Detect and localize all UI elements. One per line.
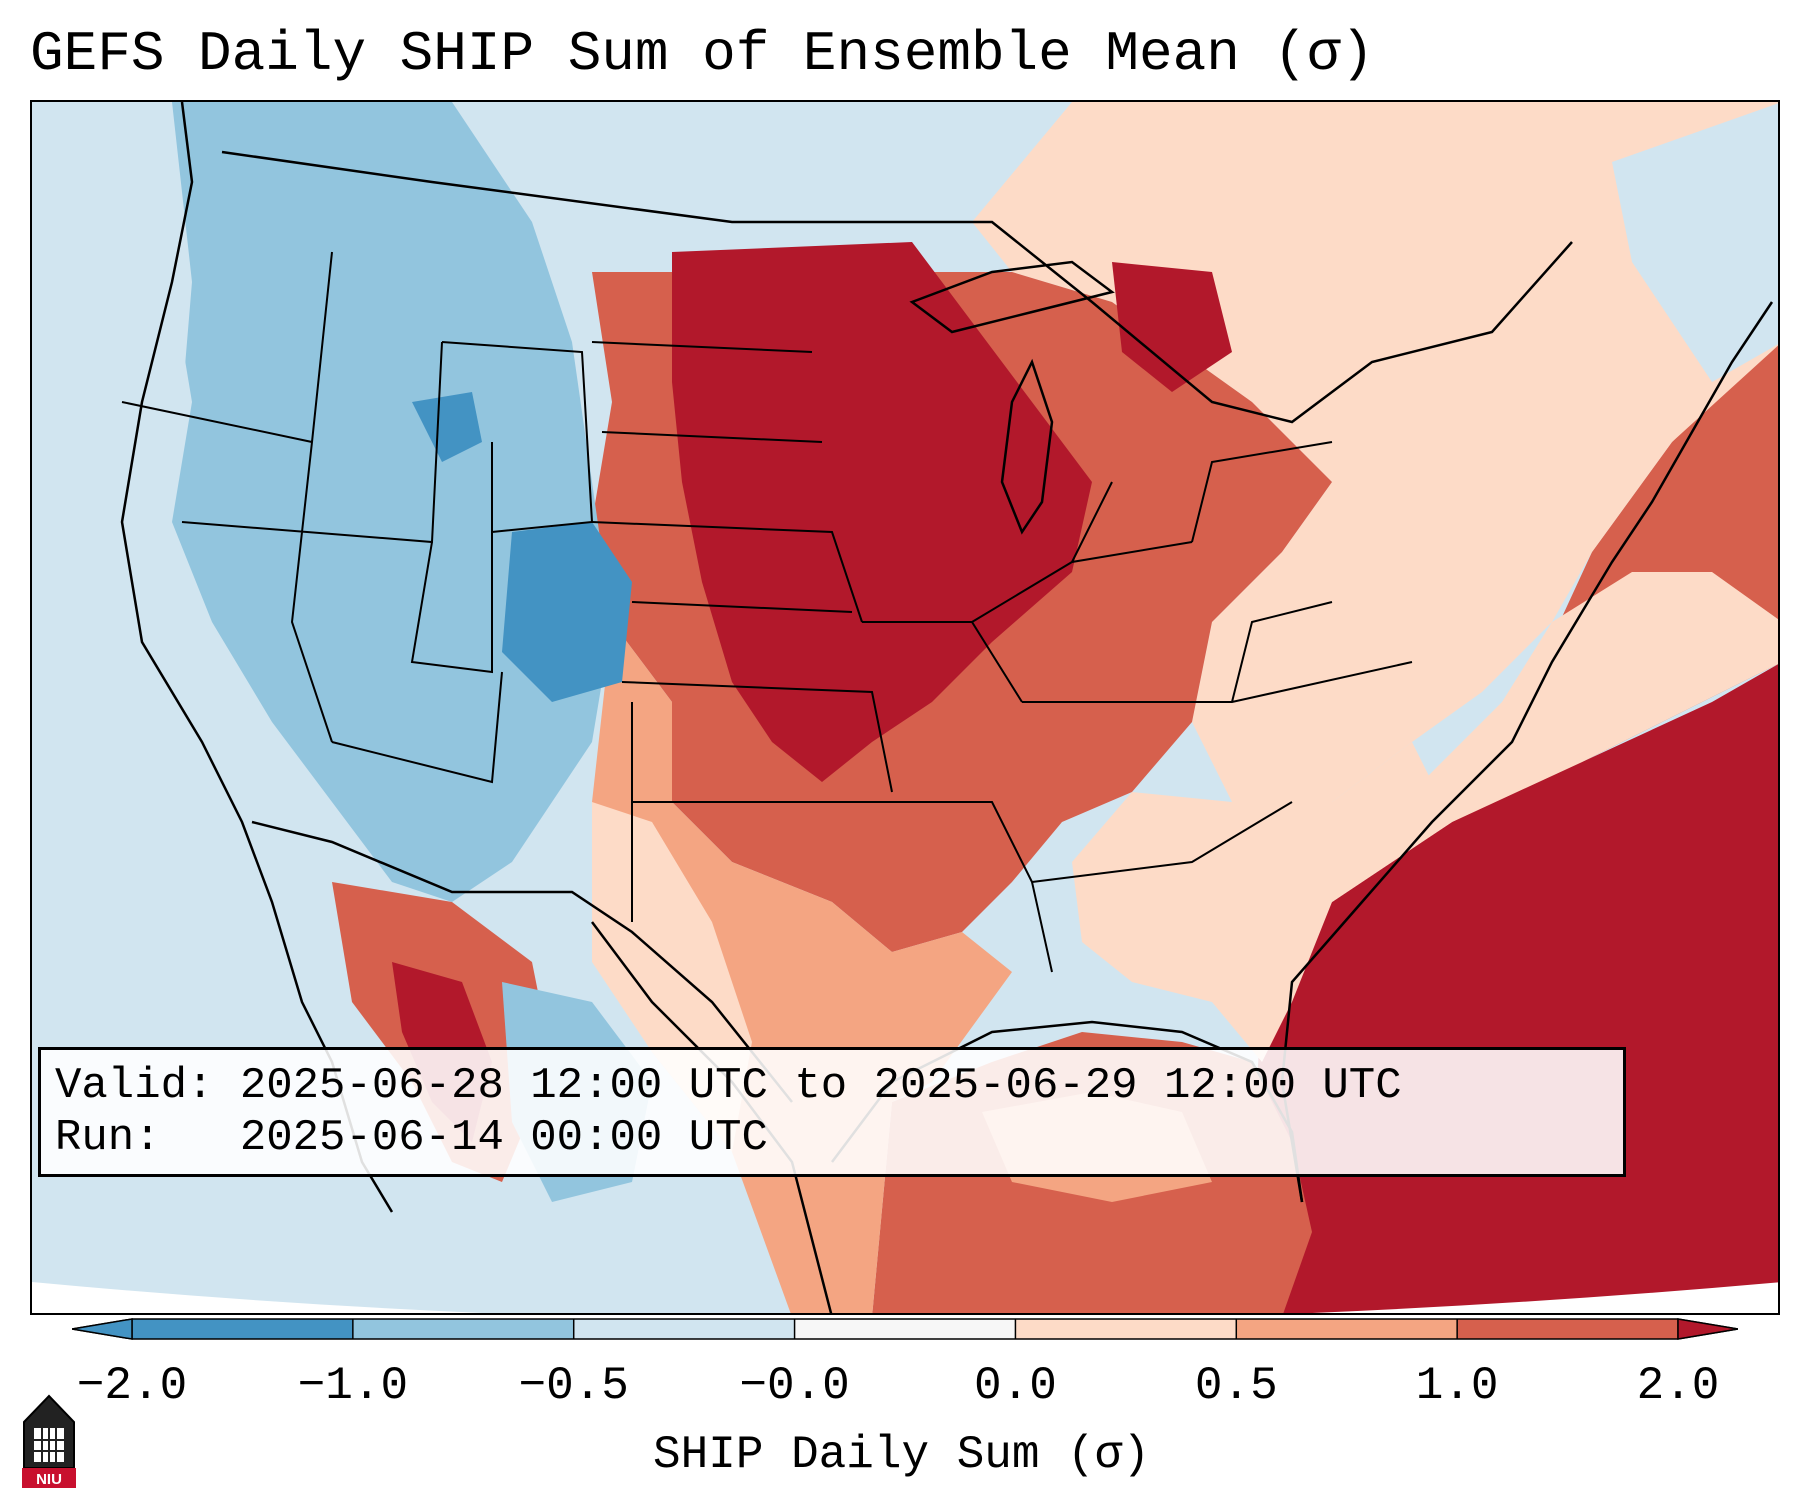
colorbar-tick-label: −0.0 bbox=[739, 1360, 850, 1412]
colorado-core bbox=[502, 522, 632, 702]
colorbar-segment bbox=[794, 1319, 1016, 1339]
logo-banner bbox=[22, 1468, 76, 1488]
colorbar bbox=[72, 1318, 1738, 1340]
colorbar-segment bbox=[1457, 1319, 1679, 1339]
colorbar-segment bbox=[1236, 1319, 1458, 1339]
colorbar-max-arrow bbox=[1677, 1318, 1738, 1340]
valid-run-info-box: Valid: 2025-06-28 12:00 UTC to 2025-06-2… bbox=[38, 1047, 1626, 1177]
colorbar-segment bbox=[352, 1319, 575, 1339]
colorbar-tick-label: 0.0 bbox=[974, 1360, 1057, 1412]
colorbar-tick-label: 1.0 bbox=[1415, 1360, 1499, 1412]
chart-title: GEFS Daily SHIP Sum of Ensemble Mean (σ) bbox=[30, 22, 1375, 86]
state-borders bbox=[121, 251, 1413, 973]
quebec-cool bbox=[1612, 103, 1778, 382]
niu-logo: NIU bbox=[22, 1394, 76, 1488]
great-lakes-anomaly bbox=[1112, 262, 1232, 392]
canada-border bbox=[221, 150, 1573, 424]
east-coast bbox=[1280, 301, 1774, 1203]
colorbar-segments bbox=[72, 1318, 1738, 1340]
colorbar-tick-label: −2.0 bbox=[76, 1360, 188, 1412]
lake-superior bbox=[909, 260, 1115, 334]
colorbar-min-arrow bbox=[72, 1318, 133, 1340]
colorbar-label: SHIP Daily Sum (σ) bbox=[653, 1429, 1150, 1481]
southern-plains-anomaly bbox=[592, 622, 1012, 1313]
western-us-cool bbox=[152, 102, 612, 902]
colorbar-tick-label: −1.0 bbox=[297, 1360, 409, 1412]
colorbar-segment bbox=[1015, 1319, 1237, 1339]
state-lines-east bbox=[862, 441, 1413, 973]
valid-time-text: Valid: 2025-06-28 12:00 UTC to 2025-06-2… bbox=[55, 1061, 1402, 1111]
southeast-anomaly bbox=[1072, 742, 1452, 1062]
state-lines-central bbox=[591, 341, 893, 922]
logo-text: NIU bbox=[36, 1471, 62, 1488]
colorbar-tick-label: 0.5 bbox=[1194, 1360, 1278, 1412]
colorbar-tick-label: −0.5 bbox=[518, 1360, 629, 1412]
idaho-core bbox=[412, 392, 482, 462]
projection-edge bbox=[32, 1282, 1778, 1313]
state-lines-west bbox=[121, 251, 594, 784]
run-time-text: Run: 2025-06-14 00:00 UTC bbox=[55, 1113, 768, 1163]
colorbar-segment bbox=[132, 1319, 354, 1339]
colorbar-segment bbox=[573, 1319, 796, 1339]
colorbar-tick-label: 2.0 bbox=[1636, 1360, 1720, 1412]
mexico-border bbox=[251, 820, 793, 1103]
lake-michigan bbox=[1000, 358, 1054, 535]
logo-window-grid bbox=[34, 1428, 64, 1462]
